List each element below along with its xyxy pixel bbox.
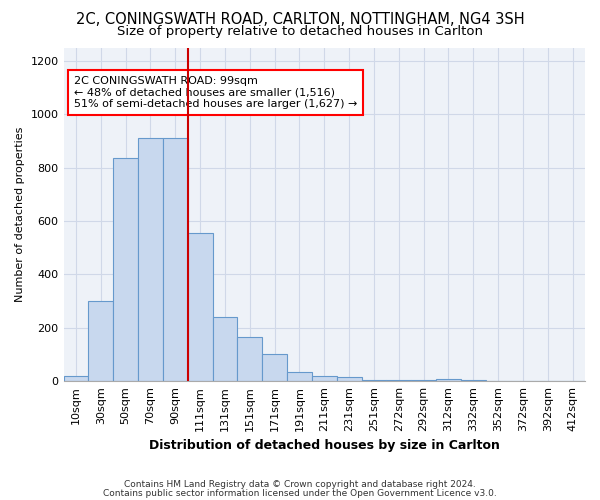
Bar [188,233,212,381]
X-axis label: Distribution of detached houses by size in Carlton: Distribution of detached houses by size … [149,440,500,452]
Bar [386,380,411,381]
Y-axis label: Number of detached properties: Number of detached properties [15,126,25,302]
Bar [262,354,287,381]
Bar [436,378,461,381]
Bar [238,337,262,381]
Bar [64,376,88,381]
Text: 2C CONINGSWATH ROAD: 99sqm
← 48% of detached houses are smaller (1,516)
51% of s: 2C CONINGSWATH ROAD: 99sqm ← 48% of deta… [74,76,358,109]
Bar [312,376,337,381]
Bar [88,301,113,381]
Bar [212,317,238,381]
Bar [113,158,138,381]
Text: Contains public sector information licensed under the Open Government Licence v3: Contains public sector information licen… [103,488,497,498]
Text: Size of property relative to detached houses in Carlton: Size of property relative to detached ho… [117,25,483,38]
Bar [163,138,188,381]
Bar [411,380,436,381]
Bar [337,377,362,381]
Bar [138,138,163,381]
Text: Contains HM Land Registry data © Crown copyright and database right 2024.: Contains HM Land Registry data © Crown c… [124,480,476,489]
Bar [287,372,312,381]
Bar [461,380,485,381]
Bar [362,380,386,381]
Text: 2C, CONINGSWATH ROAD, CARLTON, NOTTINGHAM, NG4 3SH: 2C, CONINGSWATH ROAD, CARLTON, NOTTINGHA… [76,12,524,28]
